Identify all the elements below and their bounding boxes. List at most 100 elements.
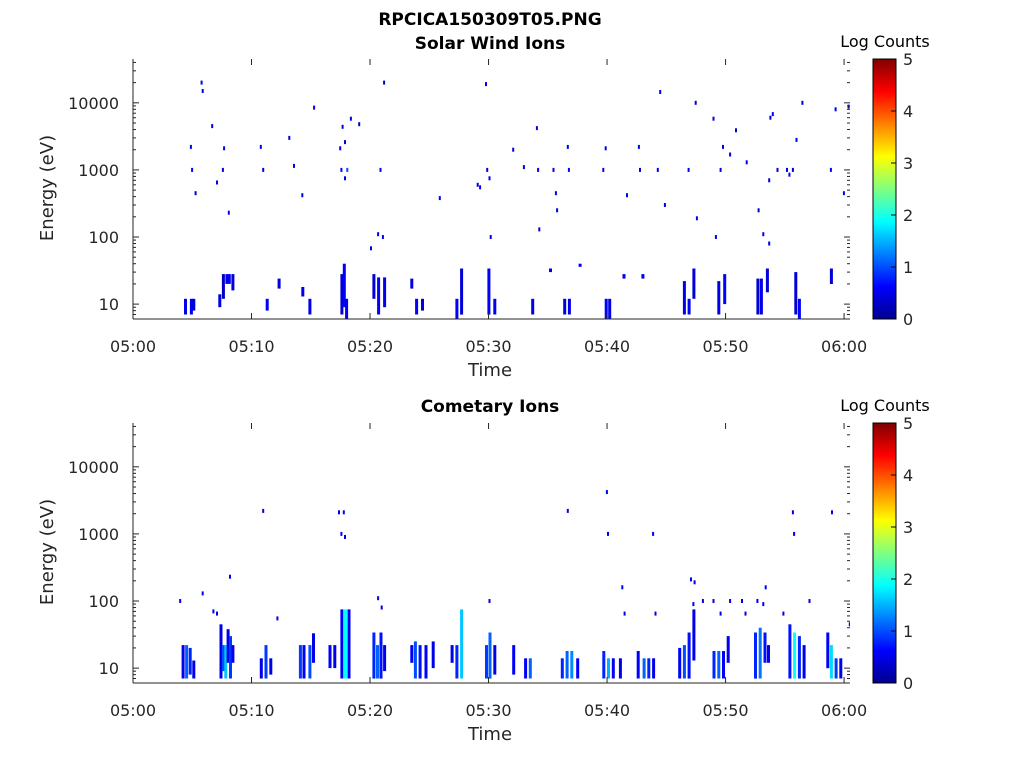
count-point [842,191,845,196]
count-cell [608,298,612,319]
colorbar-tick-label: 2 [903,206,913,225]
count-point [602,167,605,172]
x-tick-label: 05:40 [584,337,630,356]
count-cell [185,645,189,679]
count-point [756,599,759,603]
count-point [567,167,570,172]
count-cell [839,658,843,679]
colorbar-label: Log Counts [840,396,930,415]
count-point [346,167,349,172]
count-point [712,599,715,603]
count-point [293,163,295,168]
count-point [340,531,343,536]
count-point [694,100,697,105]
x-tick-label: 05:50 [703,701,749,720]
colorbar-label: Log Counts [840,32,930,51]
count-cell [231,274,235,291]
count-point [623,611,626,616]
count-cell [763,632,767,663]
count-cell [347,609,351,679]
count-point [262,508,265,513]
count-point [607,531,609,536]
count-cell [567,298,571,315]
count-cell [221,274,225,299]
count-cell [641,274,645,279]
count-point [383,80,386,85]
count-cell [692,609,696,661]
count-cell [717,281,721,315]
x-tick-label: 05:40 [584,701,630,720]
count-cell [756,278,760,315]
count-cell [264,645,268,679]
count-point [605,490,608,495]
count-point [227,210,230,215]
spectrogram-plot: 05:00 05:10 05:20 05:30 05:40 05:50 06:00 10 100… [68,423,867,720]
x-tick-label: 05:10 [228,701,274,720]
data-marks [184,80,850,319]
count-point [379,167,382,172]
count-point [191,167,194,172]
count-point [693,580,696,585]
count-point [380,605,383,610]
count-point [179,599,182,603]
count-point [847,104,850,109]
x-tick-label: 05:10 [228,337,274,356]
count-point [735,128,737,133]
y-tick-label: 1000 [78,161,119,180]
count-point [791,167,794,172]
x-tick-label: 06:00 [821,701,867,720]
count-point [745,160,748,165]
count-point [776,167,779,172]
count-cell [622,274,626,279]
spectrogram-plot: 05:00 05:10 05:20 05:30 05:40 05:50 06:00 10 100… [68,59,867,356]
count-cell [604,298,608,319]
count-cell [345,298,349,319]
count-cell [829,268,833,284]
count-cell [377,277,381,315]
count-point [712,116,715,121]
y-tick-label: 100 [88,592,119,611]
count-point [377,596,380,601]
count-point [729,599,732,603]
x-tick-label: 05:20 [347,337,393,356]
count-cell [611,658,615,679]
count-cell [342,263,346,308]
count-point [768,241,771,246]
count-cell [652,658,656,679]
count-point [556,208,559,213]
count-cell [797,298,801,319]
count-point [834,107,837,112]
figure-title: RPCICA150309T05.PNG [378,10,601,30]
count-cell [340,274,344,315]
count-cell [712,651,716,679]
count-cell [188,647,192,675]
count-cell [333,645,337,669]
count-point [262,167,265,172]
count-cell [269,658,273,675]
count-cell [607,658,610,679]
count-cell [424,645,428,679]
count-point [795,137,798,142]
count-point [762,602,765,607]
count-cell [488,632,492,679]
plot-background [133,59,850,319]
count-cell [312,633,315,663]
colorbar-tick-label: 5 [903,414,913,433]
count-point [342,510,345,515]
count-point [788,172,791,177]
count-cell [642,658,646,679]
count-cell [767,645,770,663]
count-point [221,167,224,172]
count-point [729,152,732,157]
count-point [829,167,832,172]
count-cell [455,298,459,319]
count-point [626,193,628,198]
x-axis-label: Time [467,724,512,745]
count-point [216,611,218,616]
count-cell [298,645,302,679]
count-cell [302,645,306,679]
count-cell [754,632,757,679]
count-point [344,176,346,181]
count-point [692,602,695,607]
count-cell [723,274,727,305]
